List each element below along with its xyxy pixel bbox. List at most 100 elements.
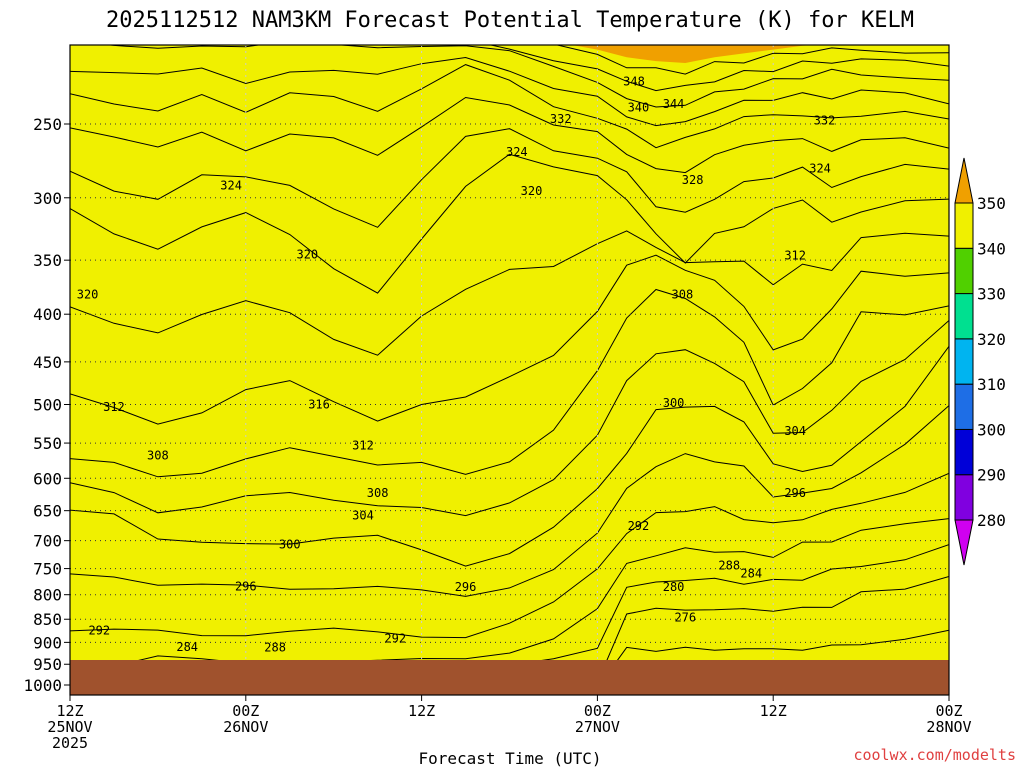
contour-296 xyxy=(70,405,949,597)
temperature-bands xyxy=(70,45,949,695)
contour-label: 292 xyxy=(628,519,650,533)
contour-label: 304 xyxy=(784,424,806,438)
colorbar-label: 320 xyxy=(977,330,1006,349)
colorbar-max-arrow xyxy=(954,157,974,204)
contour-label: 316 xyxy=(308,398,330,412)
y-tick-label: 300 xyxy=(33,189,62,208)
contour-324 xyxy=(70,128,949,228)
contour-labels: 348 344 340 332 332 324 324 328 324 320 320 312 320 3… xyxy=(77,74,836,654)
colorbar-label: 280 xyxy=(977,511,1006,530)
y-tick-label: 900 xyxy=(33,633,62,652)
colorbar-segment xyxy=(954,293,974,340)
x-tick-label: 00Z xyxy=(584,702,611,720)
x-tick-label: 12Z xyxy=(56,702,83,720)
contour-label: 320 xyxy=(296,247,318,261)
contour-label: 308 xyxy=(672,288,694,302)
contour-label: 312 xyxy=(103,400,125,414)
colorbar-label: 310 xyxy=(977,375,1006,394)
colorbar: 280 290 300 310 320 330 340 350 xyxy=(954,157,1006,566)
contour-348 xyxy=(555,45,949,75)
contour-label: 296 xyxy=(455,580,477,594)
contour-label: 324 xyxy=(506,145,528,159)
contour-label: 288 xyxy=(718,558,740,572)
y-axis: 250 300 350 400 450 500 550 600 650 700 750 800 850 9… xyxy=(23,115,70,695)
colorbar-label: 330 xyxy=(977,285,1006,304)
x-tick-label: 26NOV xyxy=(223,718,268,736)
contour-label: 332 xyxy=(550,112,572,126)
contour-328 xyxy=(70,96,949,174)
contour-300 xyxy=(70,346,949,567)
contour-332 xyxy=(70,64,949,149)
plot-frame xyxy=(69,44,950,696)
contour-320 xyxy=(70,153,949,294)
contour-label: 328 xyxy=(682,173,704,187)
x-tick-label: 28NOV xyxy=(926,718,971,736)
contour-label: 348 xyxy=(623,74,645,88)
contour-label: 324 xyxy=(220,178,242,192)
colorbar-segment xyxy=(954,474,974,521)
contour-label: 284 xyxy=(740,566,762,580)
contour-label: 284 xyxy=(176,640,198,654)
x-axis-label: Forecast Time (UTC) xyxy=(418,749,601,768)
band-b350 xyxy=(70,45,949,695)
colorbar-segment xyxy=(954,247,974,295)
colorbar-label: 300 xyxy=(977,420,1006,439)
x-tick-label: 2025 xyxy=(52,734,88,752)
contour-label: 320 xyxy=(521,184,543,198)
colorbar-label: 340 xyxy=(977,239,1006,258)
x-tick-label: 00Z xyxy=(935,702,962,720)
y-tick-label: 1000 xyxy=(23,676,62,695)
y-tick-label: 600 xyxy=(33,469,62,488)
x-tick-label: 27NOV xyxy=(575,718,620,736)
contour-label: 296 xyxy=(784,486,806,500)
contour-label: 312 xyxy=(352,438,374,452)
x-tick-label: 12Z xyxy=(760,702,787,720)
contour-label: 292 xyxy=(384,631,406,645)
contour-label: 308 xyxy=(367,486,389,500)
y-tick-label: 550 xyxy=(33,434,62,453)
y-tick-label: 750 xyxy=(33,560,62,579)
y-tick-label: 850 xyxy=(33,610,62,629)
contour-316 xyxy=(70,230,949,356)
colorbar-segment xyxy=(954,338,974,385)
contour-label: 308 xyxy=(147,448,169,462)
y-tick-label: 250 xyxy=(33,115,62,134)
contour-308 xyxy=(70,288,949,478)
y-tick-label: 650 xyxy=(33,502,62,521)
ground-surface xyxy=(70,660,949,695)
contour-304 xyxy=(70,320,949,517)
contour-label: 332 xyxy=(814,114,836,128)
y-tick-label: 950 xyxy=(33,655,62,674)
contour-312 xyxy=(70,254,949,425)
colorbar-segment xyxy=(954,383,974,430)
contour-340 xyxy=(105,45,949,108)
contour-label: 300 xyxy=(279,538,301,552)
y-tick-label: 400 xyxy=(33,305,62,324)
contour-label: 296 xyxy=(235,580,257,594)
grid-lines xyxy=(70,45,949,695)
contour-344 xyxy=(488,45,949,92)
colorbar-label: 350 xyxy=(977,194,1006,213)
colorbar-min-arrow xyxy=(954,519,974,566)
chart-title: 2025112512 NAM3KM Forecast Potential Tem… xyxy=(106,8,914,33)
contour-label: 324 xyxy=(809,161,831,175)
x-tick-label: 12Z xyxy=(408,702,435,720)
colorbar-segment xyxy=(954,202,974,249)
contour-label: 300 xyxy=(663,396,685,410)
contour-label: 304 xyxy=(352,509,374,523)
contour-label: 280 xyxy=(663,580,685,594)
x-tick-label: 25NOV xyxy=(47,718,92,736)
contour-label: 344 xyxy=(663,97,685,111)
contour-label: 340 xyxy=(628,100,650,114)
contour-label: 292 xyxy=(88,624,110,638)
colorbar-label: 290 xyxy=(977,466,1006,485)
y-tick-label: 450 xyxy=(33,353,62,372)
contour-336 xyxy=(70,56,949,127)
colorbar-segment xyxy=(954,428,974,476)
credit-text: coolwx.com/modelts xyxy=(853,746,1016,764)
y-tick-label: 350 xyxy=(33,251,62,270)
y-tick-label: 500 xyxy=(33,396,62,415)
contour-label: 276 xyxy=(674,610,696,624)
contour-292 xyxy=(70,472,949,639)
